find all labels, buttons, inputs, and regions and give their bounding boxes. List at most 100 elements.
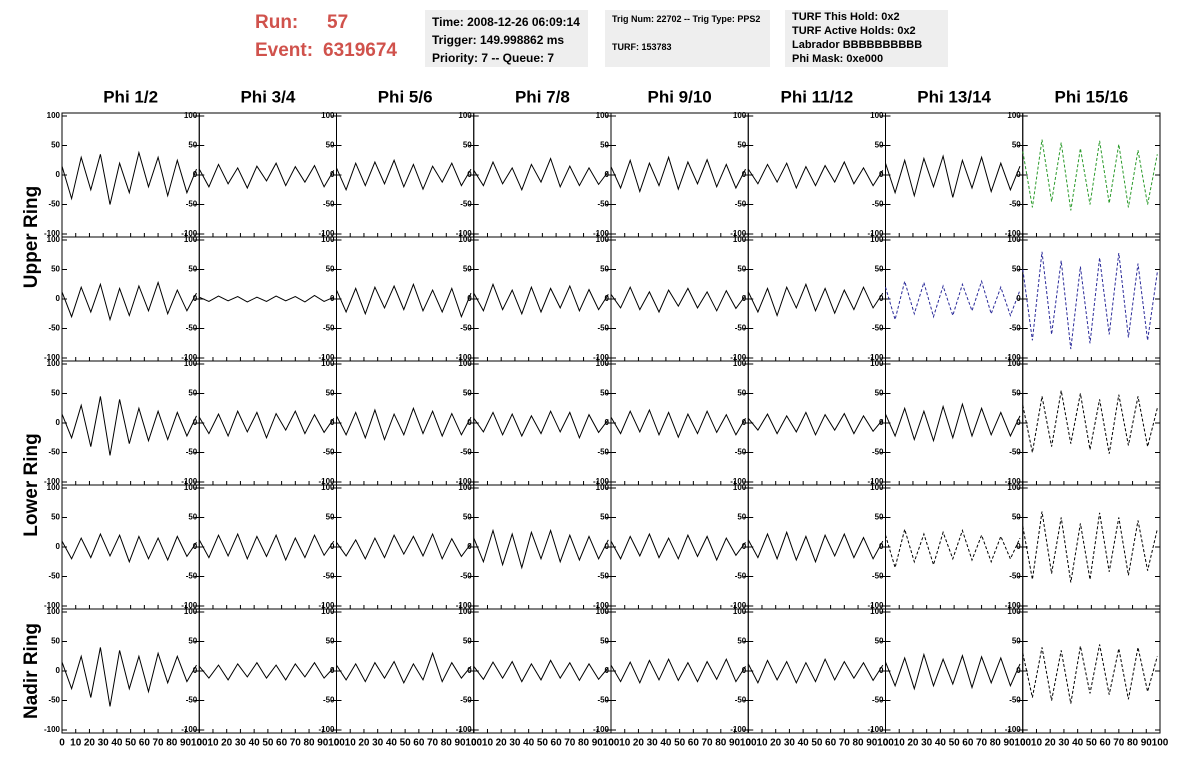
y-tick-label: -100 [456, 229, 473, 238]
y-tick-label: -50 [323, 696, 335, 705]
panel-frame [473, 484, 612, 610]
x-tick-label: 80 [578, 738, 590, 749]
y-tick-label: -100 [181, 601, 198, 610]
x-tick-label: 10 [70, 738, 82, 749]
y-tick-label: -50 [872, 200, 884, 209]
y-tick-label: 100 [733, 111, 747, 120]
y-tick-label: 50 [600, 637, 609, 646]
waveform [747, 657, 884, 684]
waveform [747, 530, 884, 564]
panel-frame [473, 360, 612, 486]
y-tick-label: -100 [730, 477, 747, 486]
y-tick-label: 100 [47, 607, 61, 616]
y-tick-label: -100 [730, 601, 747, 610]
column-header: Phi 15/16 [1055, 87, 1129, 106]
y-tick-label: 50 [326, 637, 335, 646]
y-tick-label: 0 [742, 294, 747, 303]
x-tick-label: 90 [729, 738, 741, 749]
y-tick-label: -50 [735, 200, 747, 209]
y-tick-label: 100 [596, 483, 610, 492]
y-tick-label: 50 [1012, 389, 1021, 398]
y-tick-label: 50 [463, 141, 472, 150]
y-tick-label: -50 [1009, 448, 1021, 457]
y-tick-label: 0 [193, 170, 198, 179]
y-tick-label: -100 [867, 353, 884, 362]
y-tick-label: 0 [1016, 170, 1021, 179]
x-tick-label: 90 [592, 738, 604, 749]
panel-frame [198, 484, 337, 610]
y-tick-label: -50 [186, 448, 198, 457]
x-tick-label: 90 [317, 738, 329, 749]
column-header: Phi 1/2 [103, 87, 158, 106]
x-tick-label: 40 [660, 738, 672, 749]
waveform [747, 160, 884, 190]
x-tick-label: 80 [303, 738, 315, 749]
waveform [336, 406, 472, 442]
y-tick-label: -50 [186, 696, 198, 705]
y-tick-label: -100 [730, 725, 747, 734]
y-tick-label: -100 [593, 229, 610, 238]
y-tick-label: -100 [730, 353, 747, 362]
y-tick-label: -50 [597, 448, 609, 457]
row-label: Lower Ring [21, 433, 42, 536]
y-tick-label: 50 [188, 141, 197, 150]
y-tick-label: -50 [872, 324, 884, 333]
x-tick-label: 50 [537, 738, 549, 749]
y-tick-label: 50 [51, 637, 60, 646]
x-tick-label: 30 [98, 738, 110, 749]
waveform [885, 154, 1021, 198]
x-tick-label: 100 [740, 738, 757, 749]
waveform [1022, 390, 1158, 454]
y-tick-label: 0 [742, 666, 747, 675]
y-tick-label: -100 [456, 353, 473, 362]
x-tick-label: 50 [125, 738, 137, 749]
y-tick-label: -50 [323, 448, 335, 457]
y-tick-label: 0 [605, 294, 610, 303]
y-tick-label: 100 [321, 483, 335, 492]
y-tick-label: 0 [742, 418, 747, 427]
y-tick-label: 0 [467, 294, 472, 303]
y-tick-label: -100 [456, 601, 473, 610]
x-tick-label: 90 [1003, 738, 1015, 749]
y-tick-label: 100 [870, 483, 884, 492]
y-tick-label: -100 [318, 229, 335, 238]
x-tick-label: 50 [949, 738, 961, 749]
y-tick-label: -50 [735, 448, 747, 457]
y-tick-label: -100 [1005, 229, 1022, 238]
y-tick-label: 100 [321, 607, 335, 616]
info-line: TURF Active Holds: 0x2 [792, 25, 916, 37]
panel-frame [885, 360, 1024, 486]
info-line: Time: 2008-12-26 06:09:14 [432, 15, 580, 29]
waveform [1022, 251, 1158, 350]
y-tick-label: -50 [1009, 696, 1021, 705]
y-tick-label: 50 [875, 389, 884, 398]
y-tick-label: -50 [597, 324, 609, 333]
y-tick-label: 100 [870, 235, 884, 244]
waveform [336, 651, 472, 684]
x-tick-label: 10 [619, 738, 631, 749]
panel-frame [1022, 608, 1161, 734]
y-tick-label: 50 [188, 637, 197, 646]
x-tick-label: 30 [921, 738, 933, 749]
y-tick-label: 0 [56, 418, 61, 427]
y-tick-label: -50 [735, 572, 747, 581]
waveform [747, 411, 884, 437]
panel-frame [336, 484, 475, 610]
y-tick-label: 50 [875, 141, 884, 150]
y-tick-label: 100 [458, 359, 472, 368]
x-tick-label: 0 [883, 738, 889, 749]
y-tick-label: -100 [181, 229, 198, 238]
waveform [61, 280, 197, 322]
x-tick-label: 60 [139, 738, 151, 749]
x-tick-label: 0 [471, 738, 477, 749]
waveform [198, 661, 335, 681]
x-tick-label: 70 [153, 738, 165, 749]
y-tick-label: 100 [184, 111, 198, 120]
y-tick-label: 0 [1016, 418, 1021, 427]
x-tick-label: 100 [603, 738, 620, 749]
y-tick-label: -100 [593, 725, 610, 734]
waveform [61, 150, 197, 205]
y-tick-label: 50 [463, 389, 472, 398]
waveform [336, 158, 472, 192]
y-tick-label: 50 [463, 637, 472, 646]
